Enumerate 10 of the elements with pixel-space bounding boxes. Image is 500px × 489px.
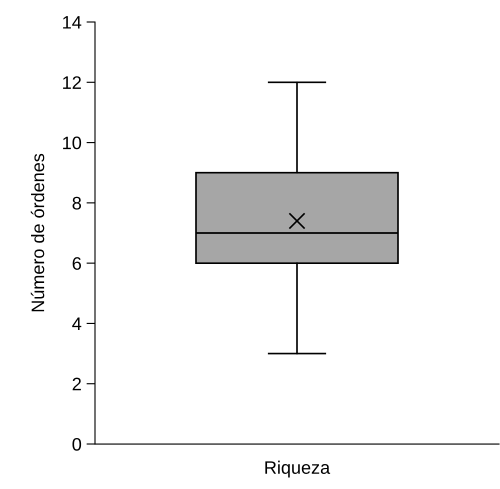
x-tick-label: Riqueza [265, 460, 330, 478]
y-tick-label: 6 [72, 257, 82, 270]
y-tick-label: 0 [72, 438, 82, 451]
y-tick-label: 10 [63, 136, 82, 150]
y-tick-label: 8 [72, 196, 82, 210]
y-axis-title: Número de órdenes [30, 154, 44, 312]
y-tick-label: 12 [63, 76, 81, 89]
y-tick-label: 2 [72, 378, 81, 390]
y-tick-label: 14 [63, 16, 82, 29]
y-tick-label: 4 [72, 318, 82, 330]
